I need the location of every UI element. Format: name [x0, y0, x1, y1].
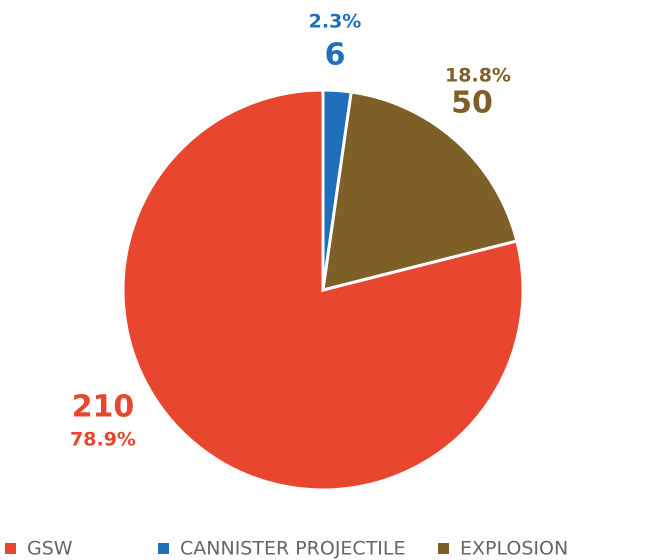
value-label: 210 [72, 390, 135, 425]
legend-swatch [438, 543, 449, 554]
value-label: 6 [325, 38, 346, 73]
legend-label: GSW [27, 538, 73, 560]
percent-label: 78.9% [70, 429, 136, 451]
value-label: 50 [451, 86, 493, 121]
percent-label: 2.3% [309, 11, 362, 33]
legend-label: CANNISTER PROJECTILE [180, 538, 406, 560]
legend-swatch [5, 543, 16, 554]
percent-label: 18.8% [445, 65, 511, 87]
legend-swatch [158, 543, 169, 554]
legend-label: EXPLOSION [460, 538, 568, 560]
pie-slice [321, 90, 519, 293]
